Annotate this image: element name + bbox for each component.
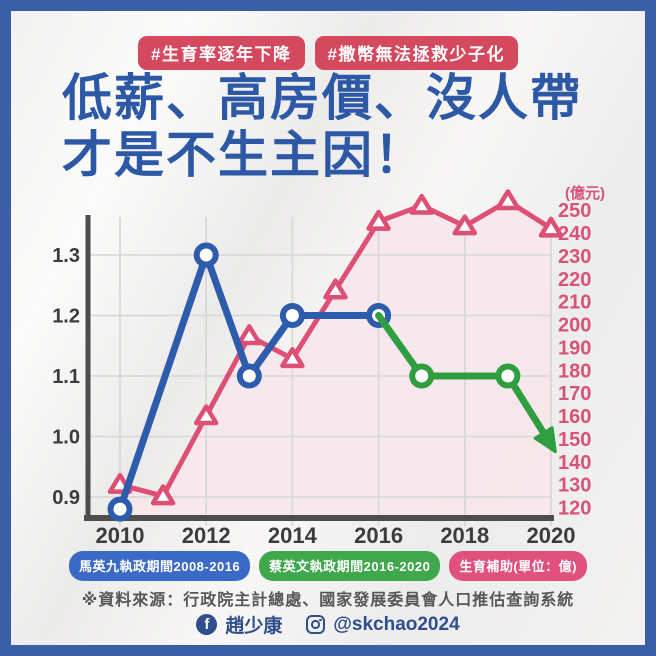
left-axis-tick-label: 0.9 — [52, 487, 80, 509]
instagram-credit: @skchao2024 — [306, 613, 460, 636]
page-title: 低薪、高房價、沒人帶 才是不生主因！ — [62, 70, 582, 184]
subsidy-area-fill — [120, 200, 551, 518]
data-point-marker — [279, 303, 305, 328]
x-axis-tick-label: 2020 — [527, 523, 576, 548]
legend-ma-era: 馬英九執政期間2008-2016 — [68, 551, 251, 581]
facebook-icon: f — [196, 614, 218, 635]
right-axis-tick-label: 140 — [558, 452, 591, 474]
right-axis-tick-label: 190 — [558, 337, 591, 359]
left-axis-tick-label: 1.2 — [52, 306, 80, 328]
right-axis-tick-label: 230 — [558, 246, 591, 268]
x-axis-tick-label: 2016 — [354, 523, 403, 548]
right-axis-tick-label: 200 — [558, 315, 591, 337]
x-axis-tick-label: 2014 — [268, 523, 318, 548]
right-axis-tick-label: 250 — [558, 200, 591, 222]
right-axis-unit-label: (億元) — [565, 184, 605, 202]
right-axis-tick-label: 210 — [558, 292, 591, 314]
data-point-marker — [107, 496, 133, 522]
left-axis-tick-label: 1.0 — [52, 427, 80, 449]
data-point-marker — [193, 242, 219, 268]
data-point-marker — [538, 216, 564, 238]
right-axis-tick-label: 160 — [558, 406, 591, 428]
hashtag-badge-fertility-decline: #生育率逐年下降 — [138, 36, 305, 70]
data-point-marker — [366, 209, 391, 231]
data-point-marker — [237, 324, 262, 346]
right-axis-tick-label: 120 — [558, 498, 591, 520]
data-point-marker — [409, 193, 434, 215]
x-axis-tick-label: 2012 — [182, 523, 231, 548]
footer-credits: f 趙少康 @skchao2024 — [0, 611, 656, 638]
title-line-2: 才是不生主因！ — [62, 127, 426, 183]
right-axis-tick-label: 170 — [558, 383, 591, 405]
facebook-credit: f 趙少康 — [196, 611, 282, 638]
data-point-marker — [409, 363, 435, 389]
facebook-name: 趙少康 — [225, 616, 283, 637]
right-axis-tick-label: 180 — [558, 360, 591, 382]
left-axis-tick-label: 1.1 — [52, 366, 80, 388]
title-line-1: 低薪、高房價、沒人帶 — [62, 70, 582, 126]
x-axis-tick-label: 2018 — [440, 523, 489, 548]
data-point-marker — [193, 404, 219, 426]
chart-legend: 馬英九執政期間2008-2016 蔡英文執政期間2016-2020 生育補助(單… — [0, 551, 656, 581]
legend-tsai-era: 蔡英文執政期間2016-2020 — [259, 551, 441, 581]
left-axis-tick-label: 1.3 — [52, 245, 80, 267]
data-point-marker — [495, 363, 521, 389]
right-axis-tick-label: 220 — [558, 269, 591, 291]
data-point-marker — [150, 484, 176, 506]
data-point-marker — [280, 347, 305, 369]
data-point-marker — [495, 189, 521, 211]
x-axis-tick-label: 2010 — [96, 523, 145, 548]
hashtag-badges: #生育率逐年下降 #撒幣無法拯救少子化 — [0, 36, 656, 70]
trend-arrowhead — [533, 426, 557, 454]
data-point-marker — [452, 214, 478, 236]
right-axis-tick-label: 130 — [558, 475, 591, 497]
right-axis-tick-label: 150 — [558, 429, 591, 451]
source-note: ※資料來源：行政院主計總處、國家發展委員會人口推估查詢系統 — [81, 592, 575, 609]
instagram-icon — [306, 615, 326, 634]
data-point-marker — [236, 363, 262, 389]
right-axis-tick-label: 240 — [558, 223, 591, 245]
instagram-handle: @skchao2024 — [333, 613, 460, 635]
hashtag-badge-cash-wont-help: #撒幣無法拯救少子化 — [314, 36, 518, 70]
tsai-era-fertility-line — [375, 312, 551, 442]
instagram-dot — [319, 618, 322, 622]
data-point-marker — [323, 278, 348, 300]
instagram-lens — [311, 620, 320, 629]
legend-birth-subsidy: 生育補助(單位：億) — [449, 551, 587, 581]
